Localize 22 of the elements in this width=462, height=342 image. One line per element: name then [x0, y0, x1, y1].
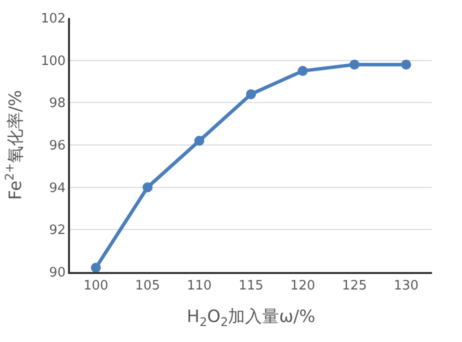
point [298, 66, 308, 76]
point [349, 60, 360, 70]
x-tick-label: 130 [394, 278, 419, 294]
y-tick-label: 96 [49, 138, 66, 154]
y-tick-label: 98 [49, 96, 66, 112]
point [194, 136, 204, 146]
x-axis-title: H$_{2}$O$_{2}$加入量ω/% [186, 307, 316, 329]
point [142, 182, 153, 192]
y-tick-label: 102 [40, 12, 66, 27]
x-tick-label: 110 [186, 278, 212, 294]
point [401, 60, 412, 70]
x-tick-label: 115 [238, 278, 264, 294]
y-tick-label: 94 [49, 180, 66, 196]
x-tick-label: 125 [342, 278, 367, 294]
y-tick-label: 100 [40, 54, 66, 69]
x-tick-label: 105 [135, 278, 160, 294]
x-tick-label: 100 [83, 278, 108, 294]
y-tick-label: 90 [49, 266, 66, 281]
point [246, 89, 256, 100]
point [90, 262, 101, 273]
y-tick-label: 92 [49, 223, 66, 238]
x-tick-label: 120 [290, 278, 316, 294]
